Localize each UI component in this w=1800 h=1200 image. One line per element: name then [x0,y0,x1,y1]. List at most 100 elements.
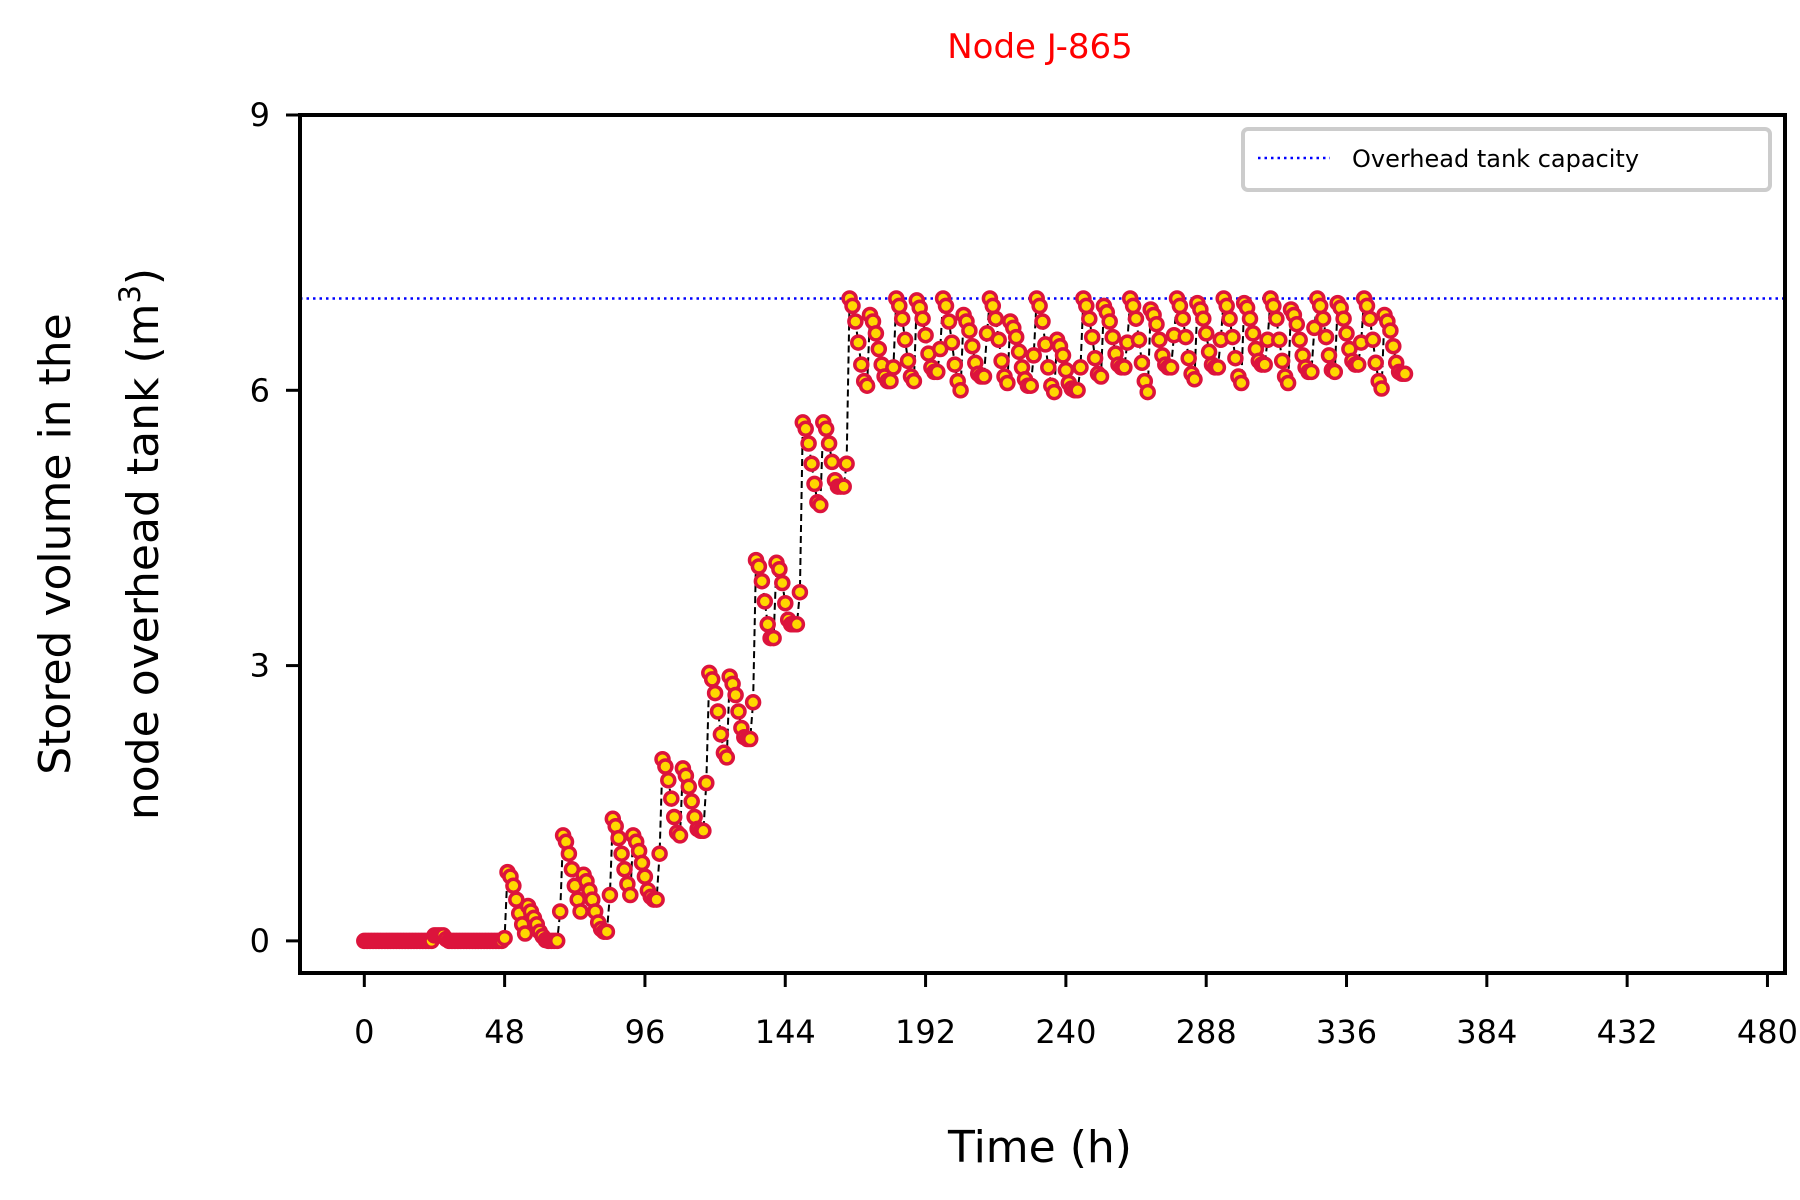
data-point [622,886,639,904]
legend: Overhead tank capacity [1241,127,1772,192]
data-point [665,808,683,826]
data-point [657,758,674,775]
data-point [1116,359,1133,376]
data-point [990,331,1007,349]
y-axis-title-text: node overhead tank (m [118,304,169,821]
data-point [663,790,680,807]
data-point [1007,328,1025,346]
data-point [1311,297,1329,315]
x-tick-label: 192 [895,1013,956,1051]
data-point [1382,322,1399,339]
data-point [505,877,522,895]
data-point [756,593,774,610]
data-point [896,331,914,349]
data-point [771,560,788,578]
data-point [1025,347,1042,364]
data-point [850,334,867,351]
data-point [999,374,1016,392]
data-point [1326,363,1344,381]
data-point [1034,313,1051,330]
data-point [937,297,955,315]
data-point [1338,325,1355,342]
data-point [1177,328,1194,346]
y-axis-title: Stored volume in the node overhead tank … [30,268,169,820]
data-point [660,772,677,789]
data-point [1288,315,1306,333]
data-point [601,886,619,904]
data-point [1385,337,1402,355]
data-point [1139,383,1156,401]
data-point [820,435,838,452]
data-point [943,334,961,351]
data-point [817,420,835,438]
data-point [616,861,633,878]
data-point [1081,310,1098,327]
data-point [695,822,712,840]
data-point [598,923,616,940]
data-point [1224,328,1241,346]
data-point [1022,377,1040,394]
data-point [680,778,698,795]
legend-capacity-label: Overhead tank capacity [1352,145,1639,173]
y-axis-title-suffix: ) [118,268,169,285]
x-tick-label: 48 [484,1013,525,1051]
data-point [1273,352,1291,370]
data-point [797,420,814,438]
x-axis: 0 48 96 144 192 240 288 336 384 432 480 [354,973,1798,1051]
data-point [1010,343,1028,361]
data-point [1361,310,1379,327]
data-point [1364,331,1382,349]
data-point [516,925,534,942]
data-point [548,932,566,950]
data-point [1227,349,1244,367]
data-point [730,703,747,720]
data-point [961,322,978,339]
data-point [610,829,627,847]
data-point [741,730,759,748]
x-tick-label: 384 [1456,1013,1517,1051]
data-point [984,297,1002,315]
plot-frame [298,113,1787,975]
data-point [651,845,668,862]
data-point [1349,356,1367,373]
data-point [777,594,794,612]
data-point [882,372,899,390]
data-point [683,793,700,810]
data-point [1218,297,1235,315]
data-point [750,558,768,575]
data-point [551,903,569,920]
data-point [870,340,888,358]
data-point [1367,354,1384,372]
data-point [847,313,864,330]
data-point [1358,297,1376,315]
data-point [1279,374,1297,392]
data-point [940,313,958,330]
data-point [823,453,841,471]
data-point [1171,297,1189,315]
data-point [1265,297,1282,315]
data-point [613,845,630,862]
data-point [753,572,771,590]
data-point [812,496,829,514]
data-point [1151,331,1168,349]
data-point [993,352,1010,370]
data-point [885,359,902,376]
data-point [1031,297,1048,315]
data-point [1314,310,1332,327]
data-point [867,325,885,342]
data-point [1200,343,1218,361]
data-point [858,377,876,394]
y-axis-title-line-1: Stored volume in the [30,313,81,775]
data-point [1241,310,1259,327]
data-point [800,435,817,452]
data-point [1040,359,1057,376]
data-point [1124,297,1142,315]
data-point [1268,310,1285,327]
y-tick-label: 3 [250,647,270,685]
data-point [1271,331,1288,349]
data-point [1045,383,1063,401]
data-point [905,372,923,390]
data-point [709,703,727,720]
data-point [671,827,689,844]
